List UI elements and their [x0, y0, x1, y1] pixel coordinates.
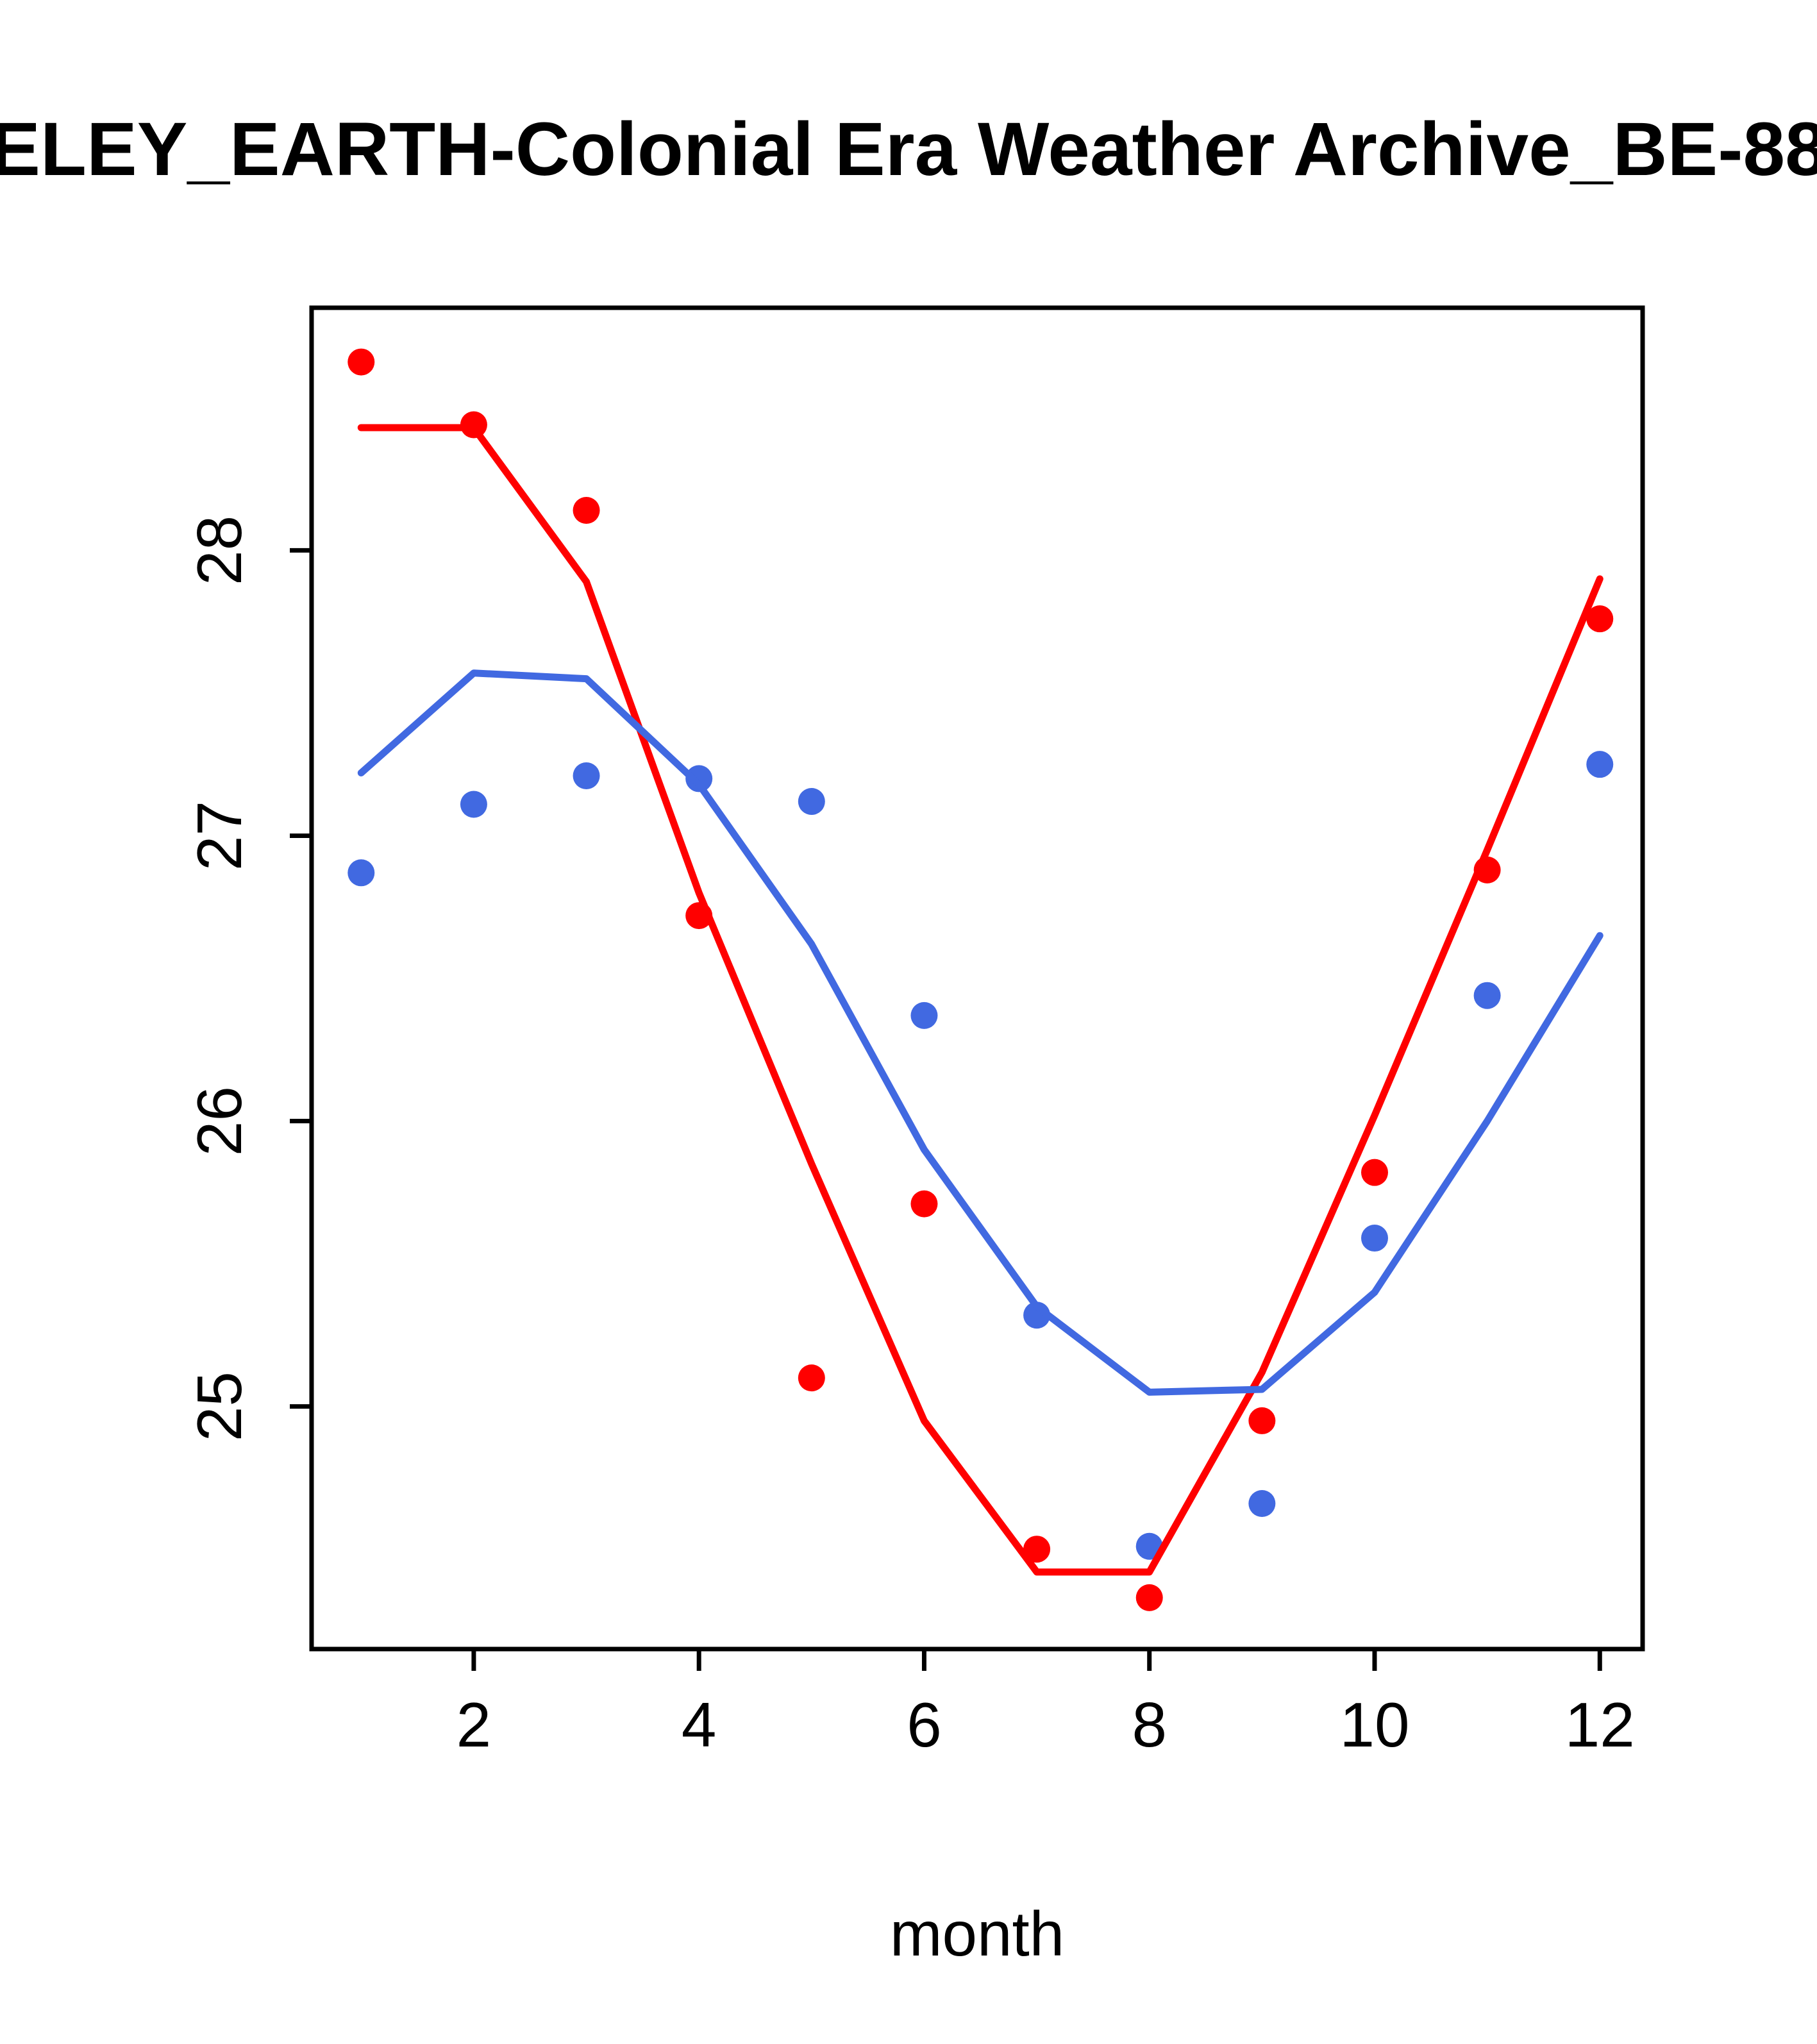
- red-data-point: [910, 1190, 938, 1218]
- red-data-point: [1135, 1584, 1163, 1611]
- red-data-point: [1361, 1159, 1388, 1186]
- blue-data-point: [1586, 751, 1614, 778]
- x-tick-label: 2: [456, 1689, 492, 1760]
- blue-data-point: [798, 788, 825, 816]
- blue-smooth-line: [357, 669, 1603, 1396]
- y-tick-label: 26: [184, 1086, 255, 1156]
- y-tick-label: 27: [184, 801, 255, 871]
- blue-data-point: [1248, 1489, 1276, 1517]
- x-axis-label: month: [890, 1898, 1064, 1969]
- plot-title: ELEY_EARTH-Colonial Era Weather Archive_…: [0, 107, 1817, 192]
- x-tick-label: 8: [1132, 1689, 1167, 1760]
- red-data-point: [1248, 1407, 1276, 1434]
- blue-data-point: [347, 859, 375, 887]
- red-data-point: [1586, 605, 1614, 633]
- y-tick-label: 25: [184, 1371, 255, 1441]
- x-tick-label: 12: [1565, 1689, 1635, 1760]
- x-tick-label: 4: [682, 1689, 717, 1760]
- red-smooth-line: [357, 424, 1603, 1576]
- red-data-point: [1023, 1536, 1051, 1563]
- y-tick-label: 28: [184, 515, 255, 585]
- x-tick-label: 6: [907, 1689, 942, 1760]
- x-tick-label: 10: [1339, 1689, 1409, 1760]
- blue-data-point: [1473, 982, 1501, 1009]
- blue-data-point: [460, 791, 487, 818]
- red-data-point: [798, 1364, 825, 1392]
- plot-box: [309, 305, 1645, 1652]
- red-data-point: [347, 348, 375, 376]
- blue-data-point: [573, 762, 600, 789]
- red-data-point: [573, 497, 600, 524]
- blue-data-point: [1361, 1225, 1388, 1252]
- blue-data-point: [685, 765, 713, 792]
- blue-data-point: [910, 1001, 938, 1029]
